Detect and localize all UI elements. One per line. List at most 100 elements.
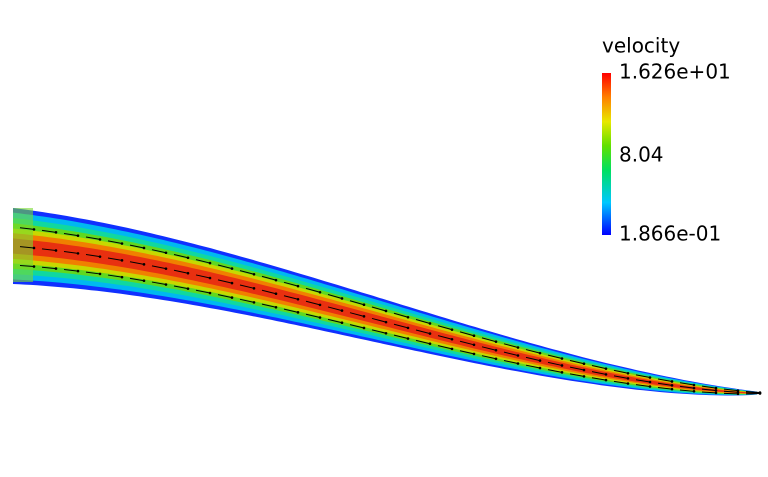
glyph xyxy=(107,257,123,261)
glyph xyxy=(393,312,409,318)
glyph-head xyxy=(670,384,674,387)
glyph-head xyxy=(494,348,498,352)
glyph xyxy=(129,261,145,265)
glyph xyxy=(547,354,563,360)
glyph-head xyxy=(714,391,718,395)
glyph-head xyxy=(428,342,432,346)
glyph xyxy=(569,373,585,377)
legend-mid: 8.04 xyxy=(619,143,664,167)
glyph xyxy=(327,318,343,324)
legend-title: velocity xyxy=(602,34,680,58)
legend-min: 1.866e-01 xyxy=(619,222,721,246)
glyph xyxy=(723,388,739,392)
glyph xyxy=(173,285,189,290)
glyph-head xyxy=(472,334,476,338)
glyph xyxy=(613,375,629,379)
glyph-head xyxy=(340,321,344,325)
glyph-head xyxy=(560,357,564,360)
glyph-head xyxy=(252,287,256,290)
glyph-head xyxy=(406,337,410,340)
glyph xyxy=(217,264,233,270)
glyph-head xyxy=(164,251,168,255)
glyph xyxy=(195,274,211,279)
glyph xyxy=(41,248,57,251)
glyph xyxy=(261,275,277,281)
glyph-head xyxy=(318,290,322,294)
glyph-head xyxy=(340,309,344,312)
glyph-head xyxy=(98,272,102,276)
glyph-head xyxy=(692,386,696,390)
glyph-head xyxy=(626,371,630,375)
glyph xyxy=(415,319,431,324)
glyph-head xyxy=(208,276,212,280)
glyph xyxy=(63,250,79,254)
glyph xyxy=(503,360,519,365)
glyph-head xyxy=(186,256,190,260)
glyph-head xyxy=(384,331,388,335)
glyph-head xyxy=(538,359,542,362)
glyph xyxy=(591,371,607,375)
glyph-head xyxy=(516,346,520,349)
glyph-head xyxy=(296,284,300,288)
glyph xyxy=(371,317,387,323)
glyph xyxy=(305,287,321,293)
glyph-head xyxy=(208,291,212,295)
glyph xyxy=(283,281,299,287)
glyph-head xyxy=(120,275,124,279)
legend-max: 1.626e+01 xyxy=(619,60,731,84)
glyph-head xyxy=(560,364,564,367)
glyph-head xyxy=(384,309,388,313)
glyph xyxy=(151,281,167,286)
glyph-head xyxy=(120,259,124,262)
glyph xyxy=(481,355,497,360)
glyph-head xyxy=(670,387,674,391)
glyph-head xyxy=(340,297,344,300)
glyph xyxy=(481,346,497,351)
glyph xyxy=(393,323,409,329)
glyph xyxy=(701,385,717,389)
glyph xyxy=(239,284,255,289)
glyph-head xyxy=(274,305,278,309)
glyph xyxy=(85,271,101,275)
glyph xyxy=(41,266,57,270)
glyph xyxy=(195,259,211,264)
glyph xyxy=(701,391,717,394)
glyph-head xyxy=(428,322,432,325)
glyph-head xyxy=(274,278,278,282)
glyph-head xyxy=(54,249,58,252)
glyph xyxy=(305,313,321,318)
glyph xyxy=(437,335,453,340)
glyph-head xyxy=(208,261,212,265)
glyph-head xyxy=(692,390,696,393)
glyph-head xyxy=(54,267,58,270)
glyph-head xyxy=(714,389,718,392)
glyph-head xyxy=(318,316,322,319)
glyph xyxy=(19,227,35,230)
glyph xyxy=(173,269,189,274)
glyph xyxy=(459,340,475,346)
glyph-head xyxy=(362,315,366,318)
glyph-head xyxy=(428,332,432,335)
glyph-head xyxy=(648,380,652,384)
glyph-head xyxy=(516,354,520,357)
glyph xyxy=(745,390,761,393)
glyph xyxy=(503,343,519,348)
glyph-head xyxy=(362,303,366,307)
glyph xyxy=(679,389,695,392)
glyph xyxy=(349,324,365,329)
glyph xyxy=(327,306,343,312)
glyph-head xyxy=(76,234,80,237)
glyph xyxy=(437,325,453,331)
glyph xyxy=(195,289,211,294)
glyph xyxy=(129,244,145,249)
glyph-head xyxy=(516,362,520,365)
glyph xyxy=(569,359,585,365)
glyph xyxy=(591,377,607,381)
glyph-head xyxy=(604,373,608,376)
glyph xyxy=(63,268,79,272)
inlet-band xyxy=(13,208,33,282)
glyph xyxy=(437,345,453,350)
glyph xyxy=(525,356,541,362)
glyph-head xyxy=(582,375,586,378)
glyph xyxy=(371,306,387,312)
